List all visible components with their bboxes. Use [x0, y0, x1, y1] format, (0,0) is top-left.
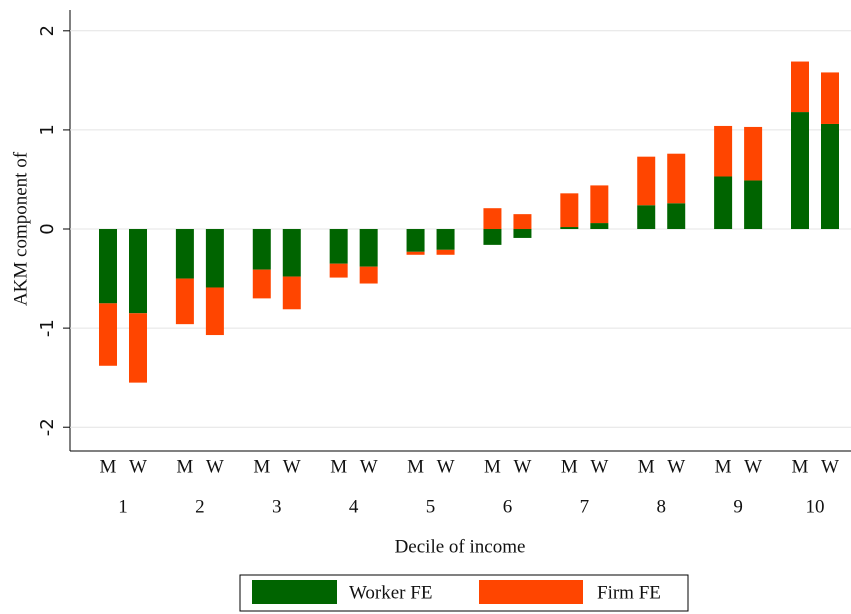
- group-label: M: [638, 456, 655, 477]
- bar: [667, 203, 686, 230]
- y-axis-title: AKM component of: [10, 151, 31, 306]
- bar: [714, 125, 733, 177]
- bar: [560, 227, 579, 230]
- legend-swatch: [252, 580, 337, 604]
- x-tick-label: 10: [806, 496, 825, 517]
- bar: [714, 176, 733, 230]
- group-label: W: [283, 456, 301, 477]
- bar: [99, 303, 117, 366]
- bar: [667, 153, 686, 204]
- bar: [252, 269, 271, 299]
- group-label: W: [360, 456, 378, 477]
- plot-area: [70, 10, 851, 451]
- x-tick-label: 9: [733, 496, 743, 517]
- x-tick-label: 6: [503, 496, 513, 517]
- bar: [205, 287, 224, 336]
- group-label: M: [100, 456, 117, 477]
- x-tick-label: 5: [426, 496, 436, 517]
- bar: [513, 214, 532, 230]
- bar: [791, 61, 809, 113]
- bar: [791, 112, 809, 230]
- bar: [590, 223, 609, 230]
- bar: [359, 229, 378, 267]
- legend-label: Worker FE: [349, 582, 432, 603]
- bar: [359, 266, 378, 284]
- bar: [329, 229, 348, 264]
- group-label: M: [176, 456, 193, 477]
- group-label: M: [484, 456, 501, 477]
- group-label: W: [667, 456, 685, 477]
- group-label: M: [715, 456, 732, 477]
- bar: [406, 251, 425, 255]
- bar: [252, 229, 271, 270]
- bar: [329, 263, 348, 278]
- bar: [744, 126, 763, 181]
- bar: [406, 229, 425, 252]
- y-tick-label: 2: [37, 25, 58, 36]
- bar: [483, 229, 502, 245]
- y-tick-label: -1: [37, 319, 58, 337]
- y-tick-label: -2: [37, 418, 58, 436]
- x-axis-title: Decile of income: [395, 536, 526, 557]
- bar: [205, 229, 224, 288]
- bar: [175, 278, 194, 325]
- bar: [637, 205, 656, 230]
- y-tick-label: 1: [37, 124, 58, 135]
- bar: [129, 229, 147, 314]
- bar: [282, 276, 301, 310]
- group-label: W: [744, 456, 762, 477]
- group-label: M: [407, 456, 424, 477]
- y-tick-label: 0: [37, 223, 58, 234]
- bar: [513, 229, 532, 238]
- bar: [637, 156, 656, 206]
- bar: [129, 313, 147, 383]
- bar: [590, 185, 609, 224]
- bar: [282, 229, 301, 277]
- bar: [436, 229, 455, 250]
- bar: [483, 208, 502, 230]
- bar: [99, 229, 117, 304]
- group-label: M: [253, 456, 270, 477]
- group-label: W: [513, 456, 531, 477]
- x-tick-label: 7: [580, 496, 590, 517]
- group-label: W: [437, 456, 455, 477]
- bar: [436, 249, 455, 255]
- x-tick-label: 1: [118, 496, 128, 517]
- group-label: M: [792, 456, 809, 477]
- group-label: M: [330, 456, 347, 477]
- legend-label: Firm FE: [597, 582, 661, 603]
- group-label: M: [561, 456, 578, 477]
- bar: [744, 180, 763, 230]
- x-tick-label: 3: [272, 496, 282, 517]
- group-label: W: [590, 456, 608, 477]
- bar: [821, 72, 839, 124]
- bar: [175, 229, 194, 279]
- group-label: W: [821, 456, 839, 477]
- group-label: W: [129, 456, 147, 477]
- group-label: W: [206, 456, 224, 477]
- x-tick-label: 8: [656, 496, 666, 517]
- x-tick-label: 2: [195, 496, 205, 517]
- legend-swatch: [479, 580, 583, 604]
- x-tick-label: 4: [349, 496, 359, 517]
- bar: [821, 123, 839, 230]
- bar: [560, 193, 579, 228]
